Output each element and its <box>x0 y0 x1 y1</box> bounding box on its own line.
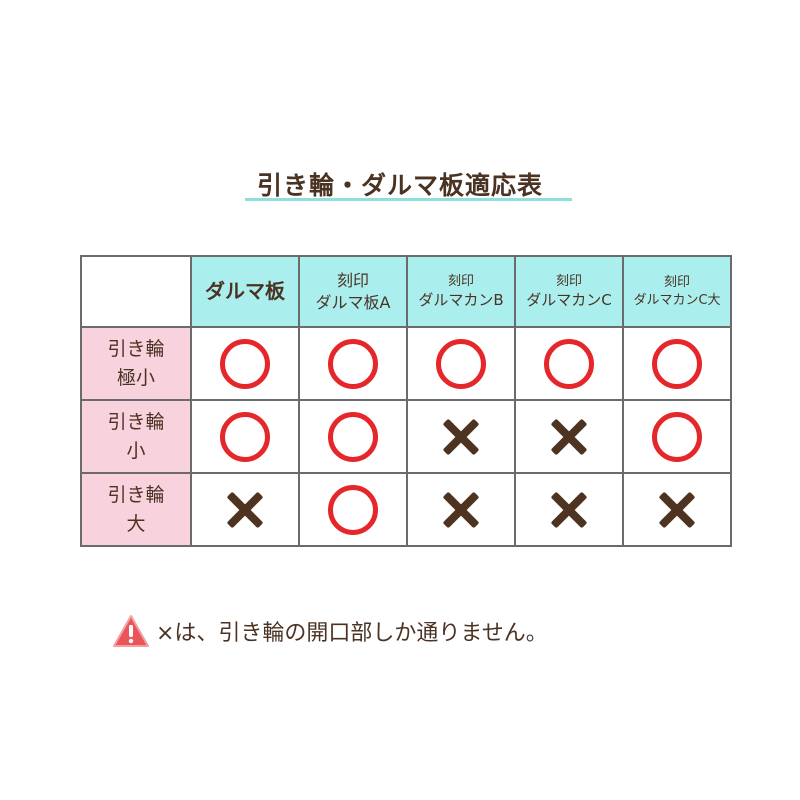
note-text: ×は、引き輪の開口部しか通りません。 <box>156 621 548 646</box>
circle-mark-icon <box>328 338 378 389</box>
row-header-label: 引き輪 <box>107 338 165 360</box>
cross-mark-icon <box>225 490 265 530</box>
table-cell <box>622 399 732 474</box>
table-row: 引き輪大 <box>80 472 732 547</box>
cross-mark-icon <box>549 417 589 457</box>
page-title: 引き輪・ダルマ板適応表 <box>256 171 543 200</box>
table-cell <box>190 399 300 474</box>
column-header: 刻印 ダルマカンC <box>514 255 624 328</box>
table-cell <box>514 326 624 401</box>
circle-mark-icon <box>544 338 594 389</box>
cross-mark-icon <box>441 417 481 457</box>
table-cell <box>298 399 408 474</box>
row-header-label: 極小 <box>116 366 155 389</box>
row-header: 引き輪大 <box>80 472 192 547</box>
cross-mark-icon <box>549 490 589 530</box>
column-header: 刻印 ダルマ板A <box>298 255 408 328</box>
table-cell <box>190 472 300 547</box>
table-cell <box>298 472 408 547</box>
row-header-label: 引き輪 <box>107 484 165 506</box>
column-header: 刻印 ダルマカンC大 <box>622 255 732 328</box>
circle-mark-icon <box>652 338 702 389</box>
circle-mark-icon <box>328 411 378 462</box>
cross-mark-icon <box>441 490 481 530</box>
row-header-label: 大 <box>126 512 146 535</box>
table-cell <box>514 472 624 547</box>
warning-note: ×は、引き輪の開口部しか通りません。 <box>112 614 548 648</box>
table-cell <box>622 472 732 547</box>
column-header: ダルマ板 <box>190 255 300 328</box>
table-cell <box>190 326 300 401</box>
table-cell <box>406 472 516 547</box>
circle-mark-icon <box>328 484 378 535</box>
row-header-label: 小 <box>126 439 146 462</box>
title-underline <box>245 198 572 201</box>
compatibility-table: ダルマ板 刻印 ダルマ板A 刻印 ダルマカンB 刻印 ダルマカンC 刻印 ダルマカンC大… <box>80 255 732 547</box>
table-cell <box>298 326 408 401</box>
warning-icon <box>113 615 149 647</box>
circle-mark-icon <box>652 411 702 462</box>
cross-mark-icon <box>657 490 697 530</box>
column-header: 刻印 ダルマカンB <box>406 255 516 328</box>
circle-mark-icon <box>436 338 486 389</box>
circle-mark-icon <box>220 411 270 462</box>
table-cell <box>406 326 516 401</box>
table-cell <box>514 399 624 474</box>
row-header: 引き輪小 <box>80 399 192 474</box>
table-row: 引き輪小 <box>80 399 732 474</box>
table-header-row: ダルマ板 刻印 ダルマ板A 刻印 ダルマカンB 刻印 ダルマカンC 刻印 ダルマカンC大 <box>80 255 732 328</box>
table-cell <box>622 326 732 401</box>
table-cell <box>406 399 516 474</box>
row-header: 引き輪 極小 <box>80 326 192 401</box>
row-header-label: 引き輪 <box>107 411 165 433</box>
circle-mark-icon <box>220 338 270 389</box>
table-row: 引き輪 極小 <box>80 326 732 401</box>
corner-cell <box>80 255 192 328</box>
